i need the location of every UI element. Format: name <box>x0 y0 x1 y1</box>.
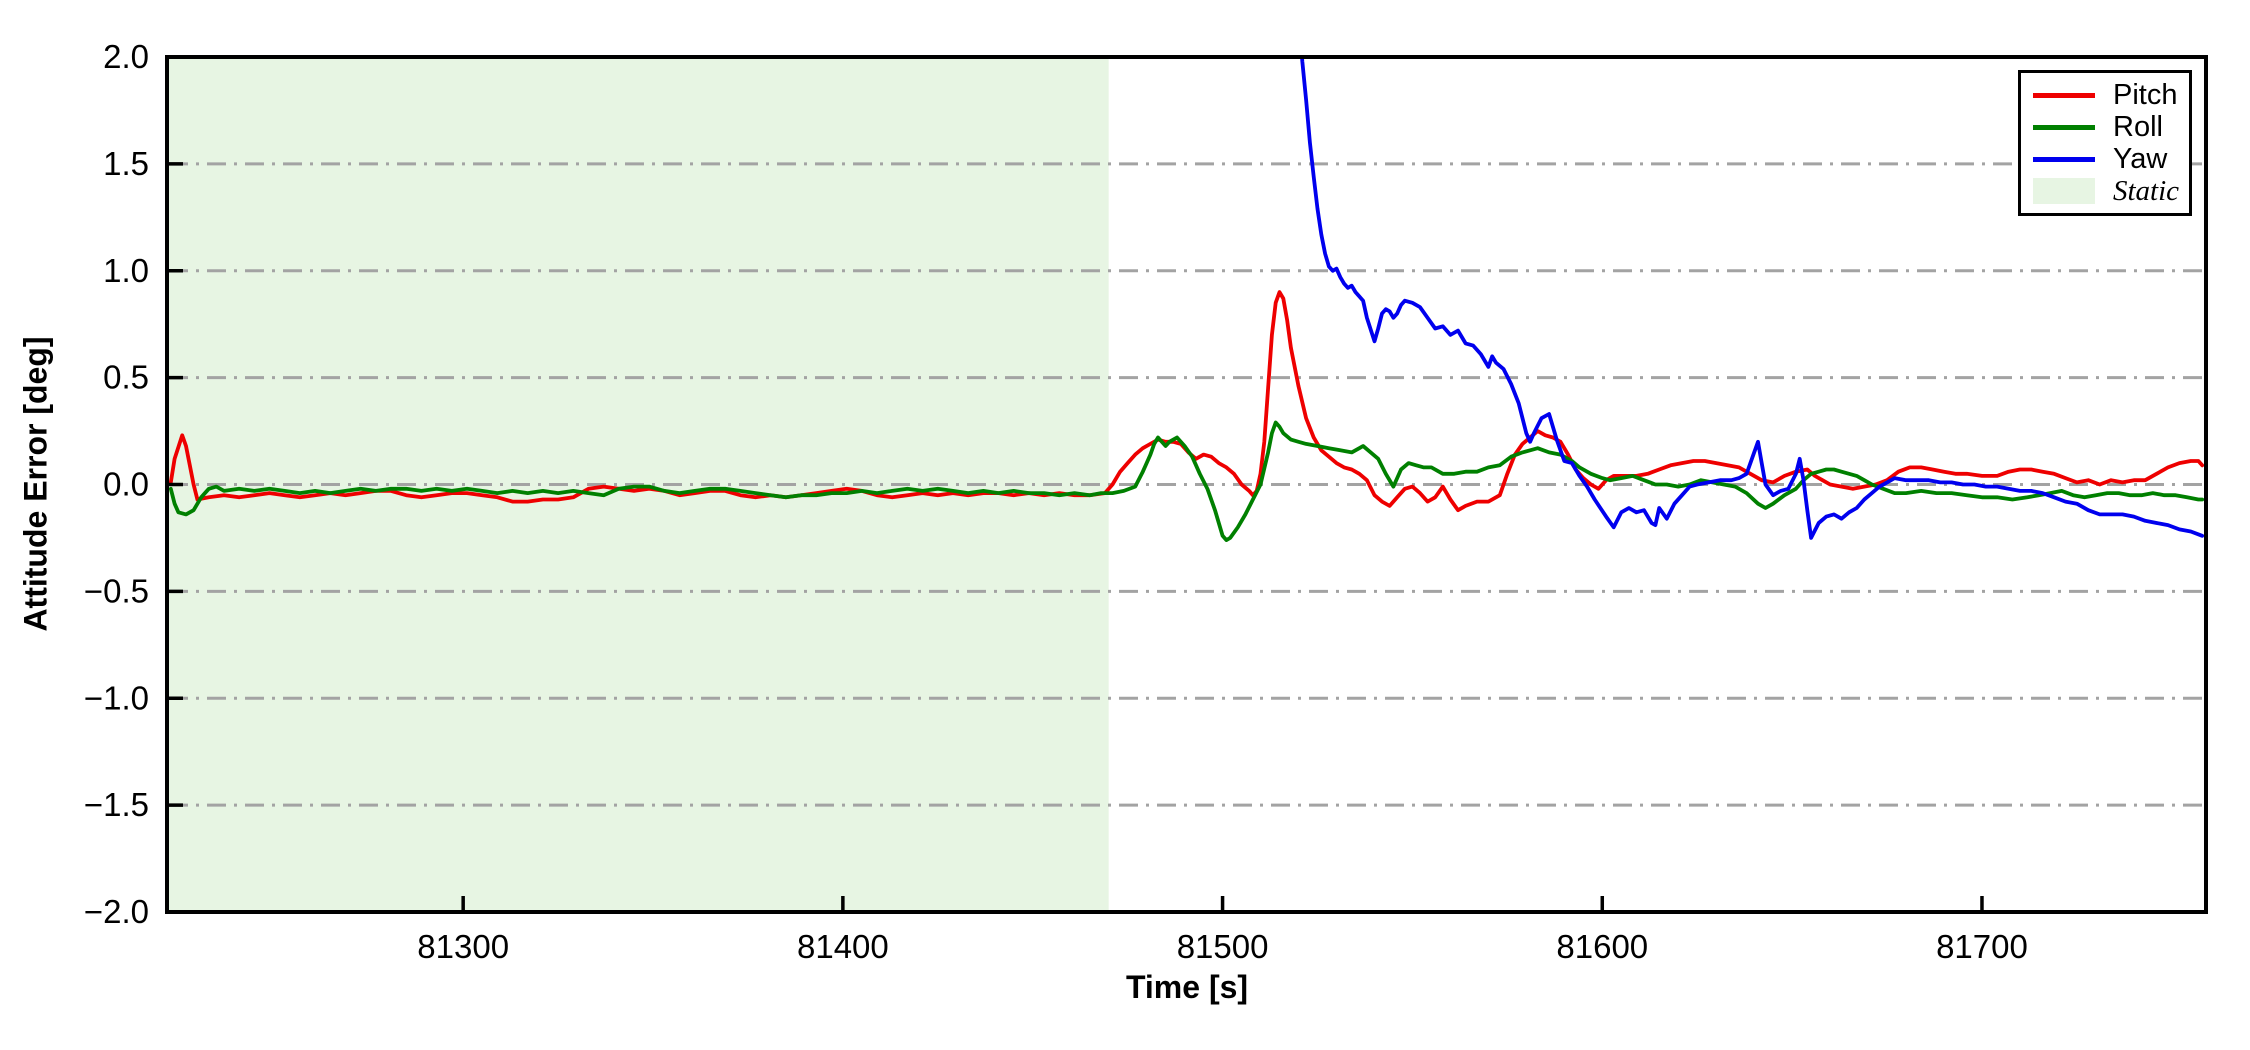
plot-border <box>165 55 2208 914</box>
legend-row-yaw: Yaw <box>2031 144 2189 174</box>
y-tick-label: 1.5 <box>103 145 149 182</box>
y-tick-label: 0.5 <box>103 359 149 396</box>
yaw-legend-label: Yaw <box>2113 142 2168 175</box>
roll-line <box>168 420 2205 542</box>
x-tick-label: 81600 <box>1556 928 1648 965</box>
yaw-line <box>1300 57 2205 540</box>
pitch-legend-label: Pitch <box>2113 78 2178 111</box>
roll-swatch-slot <box>2031 124 2097 130</box>
x-axis-label: Time [s] <box>1125 969 1249 1005</box>
y-tick-label: 0.0 <box>103 466 149 503</box>
pitch-swatch-slot <box>2031 92 2097 98</box>
y-tick-label: −1.0 <box>84 679 149 716</box>
legend-row-pitch: Pitch <box>2031 80 2189 110</box>
static-legend-label: Static <box>2113 174 2180 207</box>
legend-row-static: Static <box>2031 176 2189 206</box>
roll-legend-line <box>2033 124 2095 130</box>
legend-row-roll: Roll <box>2031 112 2189 142</box>
roll-legend-label: Roll <box>2113 110 2163 143</box>
static-swatch-slot <box>2031 178 2097 204</box>
yaw-swatch-slot <box>2031 156 2097 162</box>
y-tick-label: 2.0 <box>103 38 149 75</box>
yaw-legend-line <box>2033 156 2095 162</box>
x-tick-label: 81500 <box>1177 928 1269 965</box>
x-tick-label: 81700 <box>1936 928 2028 965</box>
x-tick-label: 81300 <box>417 928 509 965</box>
static-legend-patch <box>2033 178 2095 204</box>
pitch-line <box>168 290 2205 513</box>
y-tick-label: −2.0 <box>84 893 149 930</box>
legend: Pitch Roll Yaw Static <box>2018 70 2192 216</box>
y-tick-label: 1.0 <box>103 252 149 289</box>
pitch-legend-line <box>2033 92 2095 98</box>
x-tick-label: 81400 <box>797 928 889 965</box>
y-tick-label: −0.5 <box>84 572 149 609</box>
y-tick-label: −1.5 <box>84 786 149 823</box>
y-axis-label: Attitude Error [deg] <box>17 336 54 632</box>
